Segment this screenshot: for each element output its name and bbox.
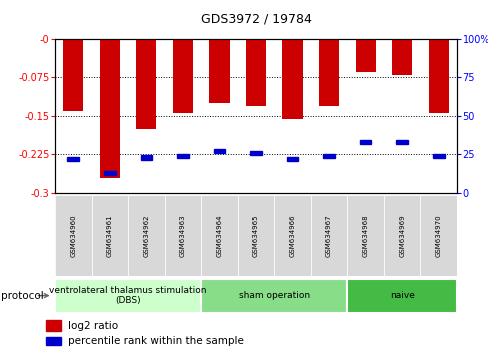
Text: GSM634969: GSM634969 bbox=[398, 214, 405, 257]
Bar bbox=[128, 195, 164, 276]
Text: ventrolateral thalamus stimulation
(DBS): ventrolateral thalamus stimulation (DBS) bbox=[49, 286, 206, 305]
Bar bbox=[55, 195, 91, 276]
Bar bbox=[428, 39, 448, 113]
Text: GSM634960: GSM634960 bbox=[70, 214, 76, 257]
Text: GSM634970: GSM634970 bbox=[435, 214, 441, 257]
Text: GSM634964: GSM634964 bbox=[216, 214, 222, 257]
Bar bbox=[355, 39, 375, 72]
Bar bbox=[46, 320, 61, 331]
Text: GDS3972 / 19784: GDS3972 / 19784 bbox=[200, 12, 311, 25]
Bar bbox=[177, 154, 188, 158]
Bar bbox=[310, 195, 346, 276]
Bar bbox=[67, 157, 79, 161]
Bar bbox=[391, 39, 411, 75]
FancyBboxPatch shape bbox=[346, 279, 456, 313]
Bar bbox=[432, 154, 444, 158]
Bar bbox=[201, 195, 237, 276]
Text: protocol: protocol bbox=[1, 291, 44, 301]
FancyBboxPatch shape bbox=[201, 279, 346, 313]
Bar bbox=[237, 195, 274, 276]
Bar bbox=[63, 39, 83, 111]
Bar bbox=[282, 39, 302, 119]
Text: log2 ratio: log2 ratio bbox=[67, 321, 118, 331]
Bar bbox=[420, 195, 456, 276]
Bar bbox=[46, 337, 61, 345]
Text: GSM634966: GSM634966 bbox=[289, 214, 295, 257]
Text: GSM634963: GSM634963 bbox=[180, 214, 185, 257]
Text: GSM634961: GSM634961 bbox=[106, 214, 113, 257]
Text: naive: naive bbox=[389, 291, 414, 300]
Bar bbox=[91, 195, 128, 276]
Text: percentile rank within the sample: percentile rank within the sample bbox=[67, 336, 243, 346]
Bar bbox=[250, 151, 261, 155]
Bar bbox=[359, 140, 371, 144]
Bar bbox=[323, 154, 334, 158]
Bar bbox=[136, 39, 156, 129]
Bar bbox=[274, 195, 310, 276]
Bar bbox=[100, 39, 120, 178]
Bar bbox=[383, 195, 420, 276]
Bar bbox=[396, 140, 407, 144]
FancyBboxPatch shape bbox=[55, 279, 201, 313]
Bar bbox=[104, 171, 116, 175]
Bar bbox=[346, 195, 383, 276]
Text: GSM634967: GSM634967 bbox=[325, 214, 331, 257]
Bar bbox=[213, 149, 225, 153]
Bar bbox=[164, 195, 201, 276]
Bar bbox=[172, 39, 193, 113]
Bar bbox=[140, 155, 152, 160]
Bar bbox=[286, 157, 298, 161]
Bar bbox=[209, 39, 229, 103]
Bar bbox=[318, 39, 339, 106]
Text: GSM634965: GSM634965 bbox=[252, 214, 259, 257]
Text: GSM634968: GSM634968 bbox=[362, 214, 368, 257]
Bar bbox=[245, 39, 265, 106]
Text: sham operation: sham operation bbox=[238, 291, 309, 300]
Text: GSM634962: GSM634962 bbox=[143, 214, 149, 257]
